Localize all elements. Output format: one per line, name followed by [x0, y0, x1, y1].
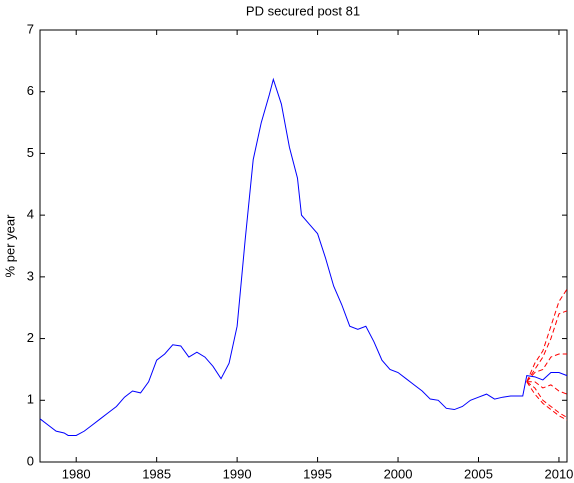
y-axis-label: % per year [2, 214, 17, 278]
series-line [526, 381, 568, 421]
y-tick-label: 7 [27, 21, 34, 36]
y-tick-label: 1 [27, 392, 34, 407]
y-tick-label: 4 [27, 207, 34, 222]
series-line [526, 381, 568, 395]
y-tick-label: 2 [27, 330, 34, 345]
y-tick-label: 5 [27, 145, 34, 160]
x-tick-label: 1985 [142, 466, 171, 481]
series-line [526, 310, 568, 383]
series-line [526, 381, 568, 418]
x-tick-label: 2000 [384, 466, 413, 481]
x-tick-label: 1980 [62, 466, 91, 481]
x-tick-label: 1990 [223, 466, 252, 481]
axes-box [39, 29, 568, 463]
series-line [526, 353, 567, 383]
x-tick-label: 1995 [303, 466, 332, 481]
y-tick-label: 6 [27, 83, 34, 98]
x-tick-label: 2005 [464, 466, 493, 481]
y-tick-label: 0 [27, 453, 34, 468]
series-line [526, 288, 568, 382]
y-tick-label: 3 [27, 268, 34, 283]
chart-title: PD secured post 81 [246, 3, 360, 18]
x-tick-label: 2010 [544, 466, 573, 481]
series-line [39, 77, 568, 436]
